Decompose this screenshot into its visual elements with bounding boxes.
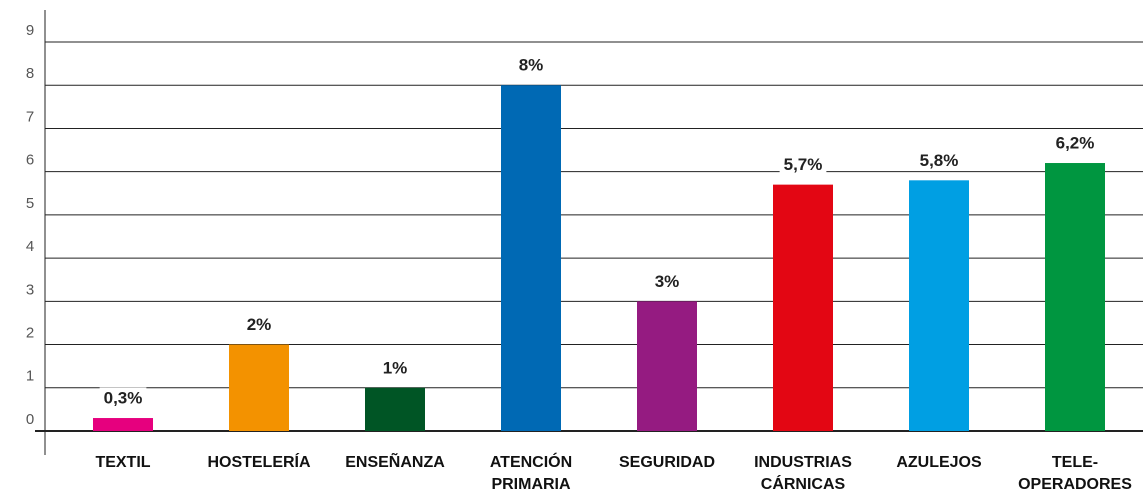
y-tick-label: 9 (26, 22, 34, 39)
bar (229, 344, 289, 431)
value-label: 5,7% (784, 155, 823, 174)
x-tick-label: HOSTELERÍA (207, 452, 311, 471)
label-bg (650, 270, 684, 292)
y-tick-label: 0 (26, 411, 34, 428)
x-tick-label: OPERADORES (1018, 476, 1132, 493)
y-tick-label: 4 (26, 238, 34, 255)
value-label: 6,2% (1056, 134, 1095, 153)
x-tick-label: TEXTIL (95, 454, 150, 471)
x-tick-label: ENSEÑANZA (345, 451, 445, 471)
y-tick-label: 7 (26, 108, 34, 125)
x-tick-label: INDUSTRIAS (754, 454, 852, 471)
value-label: 3% (655, 272, 680, 291)
y-tick-label: 3 (26, 281, 34, 298)
bar (637, 301, 697, 431)
label-bg (1051, 132, 1099, 154)
bar (365, 387, 425, 431)
x-tick-label: ATENCIÓN (490, 452, 572, 471)
x-tick-label: SEGURIDAD (619, 454, 715, 471)
x-tick-label: TELE- (1052, 454, 1098, 471)
bar (1045, 163, 1105, 431)
y-tick-label: 2 (26, 325, 34, 342)
value-label: 5,8% (920, 151, 959, 170)
label-bg (779, 154, 827, 176)
value-label: 0,3% (104, 389, 143, 408)
x-tick-label: CÁRNICAS (761, 474, 846, 493)
label-bg (514, 54, 548, 76)
label-bg (378, 357, 412, 379)
x-tick-label: AZULEJOS (896, 454, 982, 471)
bar (909, 180, 969, 431)
y-tick-label: 5 (26, 195, 34, 212)
bar (93, 418, 153, 431)
value-label: 2% (247, 315, 272, 334)
y-tick-label: 6 (26, 152, 34, 169)
y-tick-label: 8 (26, 65, 34, 82)
label-bg (915, 149, 963, 171)
bar (773, 184, 833, 431)
value-label: 8% (519, 56, 544, 75)
value-label: 1% (383, 358, 408, 377)
x-tick-label: PRIMARIA (491, 476, 571, 493)
bar (501, 85, 561, 431)
label-bg (99, 387, 147, 409)
y-tick-label: 1 (26, 368, 34, 385)
label-bg (242, 314, 276, 336)
